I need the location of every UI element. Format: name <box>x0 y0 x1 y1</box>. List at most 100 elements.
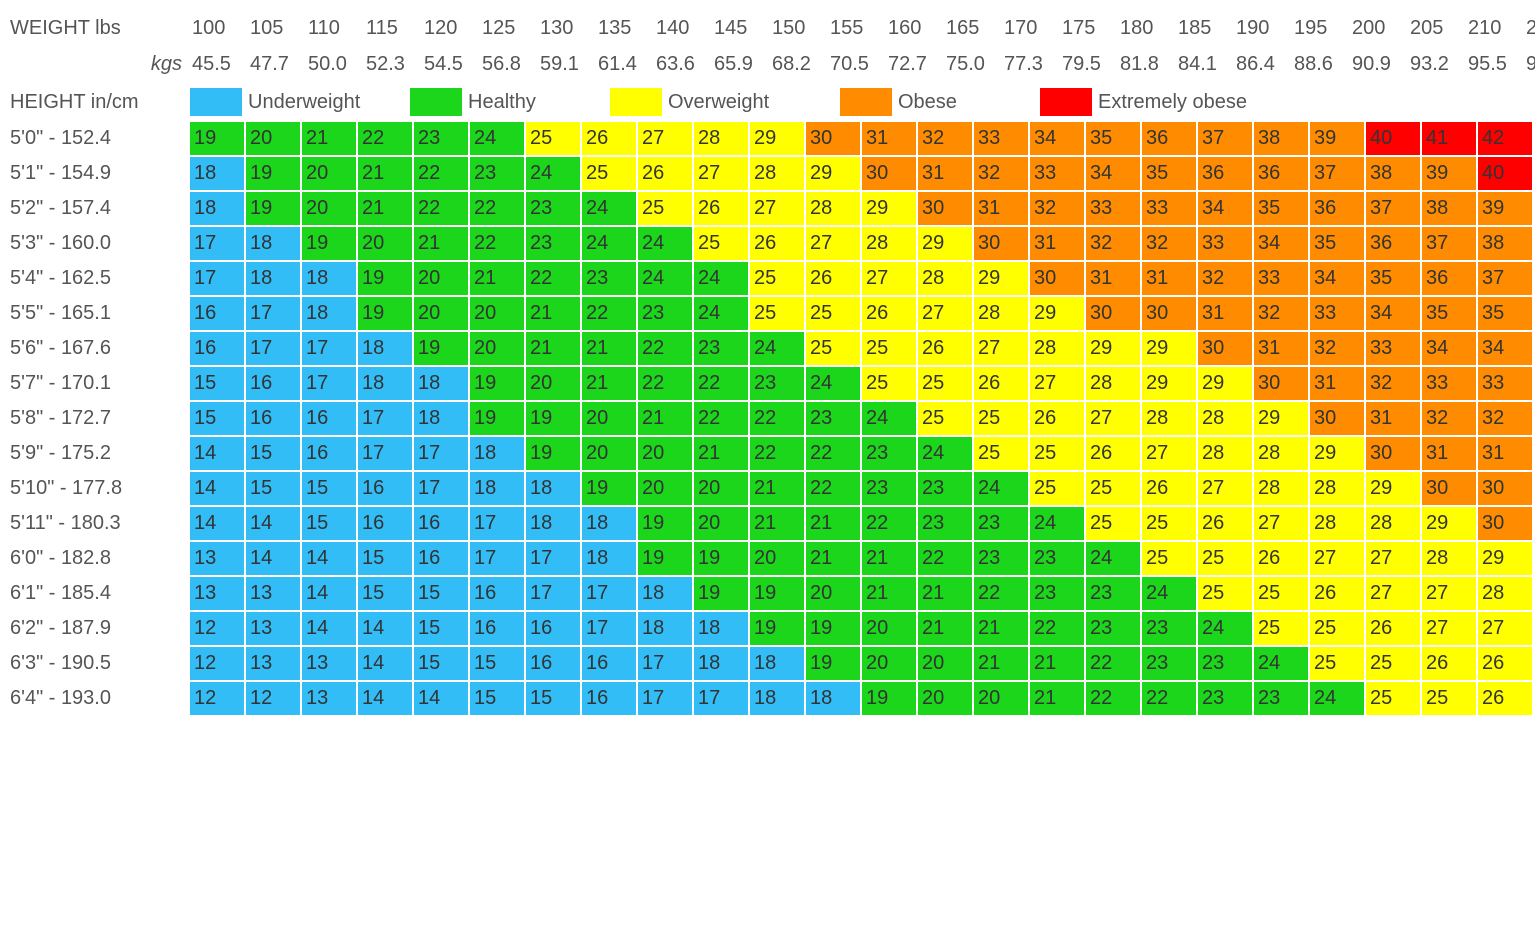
bmi-cell: 17 <box>638 647 692 680</box>
bmi-cell: 22 <box>806 437 860 470</box>
bmi-cell: 29 <box>1478 542 1532 575</box>
bmi-cell: 21 <box>302 122 356 155</box>
weight-kgs-cell: 81.8 <box>1118 53 1174 76</box>
bmi-cell: 27 <box>638 122 692 155</box>
bmi-cell: 16 <box>246 402 300 435</box>
bmi-cell: 24 <box>806 367 860 400</box>
bmi-cell: 17 <box>302 367 356 400</box>
legend-swatch <box>410 88 462 116</box>
bmi-cell: 34 <box>1422 332 1476 365</box>
bmi-cell: 22 <box>638 367 692 400</box>
bmi-cell: 25 <box>582 157 636 190</box>
bmi-cell: 14 <box>190 507 244 540</box>
bmi-cell: 38 <box>1478 227 1532 260</box>
bmi-cell: 28 <box>1142 402 1196 435</box>
bmi-cell: 27 <box>1198 472 1252 505</box>
bmi-cell: 23 <box>694 332 748 365</box>
bmi-cell: 32 <box>1422 402 1476 435</box>
legend-item: Underweight <box>190 88 410 116</box>
bmi-cell: 25 <box>974 437 1028 470</box>
bmi-cell: 21 <box>1030 682 1084 715</box>
weight-lbs-cell: 105 <box>248 17 304 40</box>
bmi-cell: 23 <box>526 227 580 260</box>
bmi-row-cells: 1617181920202122232425252627282930303132… <box>190 297 1532 330</box>
bmi-cell: 23 <box>1030 577 1084 610</box>
bmi-cell: 15 <box>414 612 468 645</box>
bmi-cell: 34 <box>1366 297 1420 330</box>
bmi-cell: 31 <box>1478 437 1532 470</box>
bmi-cell: 28 <box>750 157 804 190</box>
bmi-cell: 32 <box>1142 227 1196 260</box>
bmi-cell: 19 <box>862 682 916 715</box>
bmi-cell: 17 <box>582 612 636 645</box>
bmi-cell: 24 <box>638 227 692 260</box>
bmi-cell: 18 <box>302 297 356 330</box>
bmi-cell: 28 <box>974 297 1028 330</box>
bmi-cell: 21 <box>750 507 804 540</box>
bmi-cell: 23 <box>806 402 860 435</box>
bmi-cell: 29 <box>1310 437 1364 470</box>
bmi-cell: 15 <box>470 647 524 680</box>
bmi-row: 6'3" - 190.51213131415151616171818192020… <box>10 647 1535 680</box>
bmi-cell: 18 <box>582 507 636 540</box>
bmi-cell: 30 <box>1142 297 1196 330</box>
bmi-cell: 41 <box>1422 122 1476 155</box>
bmi-cell: 17 <box>190 227 244 260</box>
bmi-cell: 37 <box>1478 262 1532 295</box>
bmi-cell: 20 <box>638 437 692 470</box>
bmi-cell: 13 <box>190 542 244 575</box>
bmi-cell: 21 <box>638 402 692 435</box>
bmi-cell: 33 <box>1142 192 1196 225</box>
bmi-cell: 17 <box>414 437 468 470</box>
bmi-cell: 24 <box>694 262 748 295</box>
bmi-cell: 26 <box>1254 542 1308 575</box>
weight-kgs-cell: 75.0 <box>944 53 1000 76</box>
weight-lbs-cell: 150 <box>770 17 826 40</box>
bmi-cell: 19 <box>246 192 300 225</box>
bmi-cell: 22 <box>638 332 692 365</box>
bmi-cell: 23 <box>1254 682 1308 715</box>
bmi-cell: 18 <box>750 682 804 715</box>
bmi-cell: 31 <box>1254 332 1308 365</box>
bmi-cell: 29 <box>1030 297 1084 330</box>
bmi-cell: 30 <box>1198 332 1252 365</box>
bmi-cell: 29 <box>1366 472 1420 505</box>
bmi-cell: 31 <box>1086 262 1140 295</box>
bmi-cell: 22 <box>358 122 412 155</box>
bmi-cell: 15 <box>414 577 468 610</box>
bmi-cell: 22 <box>806 472 860 505</box>
bmi-cell: 19 <box>638 507 692 540</box>
bmi-cell: 15 <box>190 367 244 400</box>
bmi-cell: 21 <box>918 577 972 610</box>
legend-swatch <box>610 88 662 116</box>
bmi-cell: 17 <box>582 577 636 610</box>
bmi-cell: 34 <box>1310 262 1364 295</box>
bmi-cell: 15 <box>414 647 468 680</box>
weight-kgs-cell: 47.7 <box>248 53 304 76</box>
legend-row: HEIGHT in/cm UnderweightHealthyOverweigh… <box>10 82 1535 122</box>
bmi-row: 5'10" - 177.8141515161718181920202122232… <box>10 472 1535 505</box>
bmi-row-cells: 1415151617181819202021222323242525262728… <box>190 472 1532 505</box>
bmi-cell: 35 <box>1142 157 1196 190</box>
bmi-cell: 23 <box>470 157 524 190</box>
bmi-cell: 32 <box>1198 262 1252 295</box>
bmi-cell: 23 <box>1198 647 1252 680</box>
weight-kgs-cell: 86.4 <box>1234 53 1290 76</box>
bmi-cell: 21 <box>862 577 916 610</box>
bmi-cell: 14 <box>358 612 412 645</box>
bmi-cell: 12 <box>190 647 244 680</box>
weight-lbs-cell: 120 <box>422 17 478 40</box>
bmi-cell: 34 <box>1086 157 1140 190</box>
height-row-label: 5'1" - 154.9 <box>10 157 190 190</box>
bmi-cell: 16 <box>302 402 356 435</box>
bmi-cell: 20 <box>582 402 636 435</box>
bmi-cell: 20 <box>918 682 972 715</box>
bmi-cell: 26 <box>1422 647 1476 680</box>
bmi-cell: 15 <box>246 437 300 470</box>
bmi-cell: 14 <box>302 542 356 575</box>
bmi-cell: 20 <box>862 612 916 645</box>
legend-label: Obese <box>898 91 957 114</box>
bmi-cell: 20 <box>414 297 468 330</box>
bmi-cell: 20 <box>302 157 356 190</box>
bmi-cell: 17 <box>358 402 412 435</box>
